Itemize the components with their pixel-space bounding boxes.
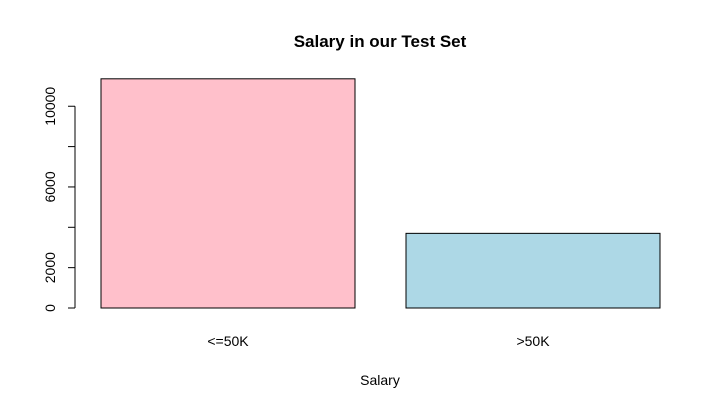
bar-gt-50k (405, 232, 661, 309)
y-tick-label: 10000 (42, 87, 58, 126)
x-tick-label: >50K (516, 333, 550, 349)
y-tick-label: 2000 (42, 252, 58, 283)
x-axis-title: Salary (360, 372, 400, 388)
y-tick-label: 6000 (42, 171, 58, 202)
bar-le-50k (100, 78, 356, 309)
chart-title: Salary in our Test Set (294, 32, 467, 51)
x-tick-label: <=50K (207, 333, 249, 349)
y-tick-label: 0 (42, 304, 58, 312)
bars-group (100, 78, 661, 309)
y-axis: 0 2000 6000 10000 (42, 87, 76, 312)
x-tick-labels: <=50K >50K (207, 333, 550, 349)
